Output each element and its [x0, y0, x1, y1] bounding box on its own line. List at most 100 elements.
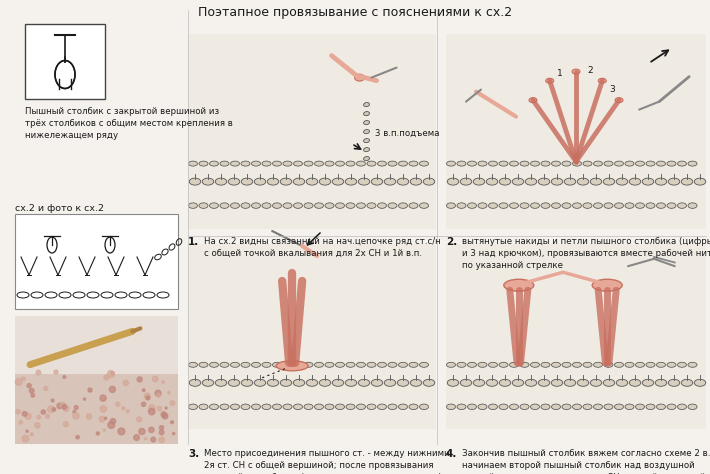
Ellipse shape: [315, 161, 324, 166]
Ellipse shape: [346, 203, 355, 209]
Circle shape: [173, 432, 175, 435]
Ellipse shape: [599, 78, 606, 83]
Ellipse shape: [604, 203, 613, 209]
Circle shape: [155, 390, 161, 396]
Circle shape: [170, 421, 173, 424]
Text: 3 в.п.подъема: 3 в.п.подъема: [375, 129, 439, 138]
Ellipse shape: [325, 161, 334, 166]
Text: Закончив пышный столбик вяжем согласно схеме 2 в.п. и
начинаем второй пышный сто: Закончив пышный столбик вяжем согласно с…: [462, 449, 710, 474]
Ellipse shape: [667, 161, 676, 166]
Circle shape: [60, 402, 65, 408]
Ellipse shape: [410, 379, 422, 386]
Ellipse shape: [614, 161, 623, 166]
Ellipse shape: [478, 404, 487, 410]
Circle shape: [104, 429, 106, 431]
Ellipse shape: [655, 379, 667, 386]
Ellipse shape: [345, 178, 356, 185]
Ellipse shape: [694, 379, 706, 386]
Circle shape: [165, 407, 167, 409]
Ellipse shape: [635, 161, 645, 166]
Ellipse shape: [304, 203, 313, 209]
Ellipse shape: [220, 404, 229, 410]
Ellipse shape: [541, 362, 550, 367]
Ellipse shape: [378, 203, 386, 209]
Ellipse shape: [504, 279, 534, 291]
Ellipse shape: [551, 178, 563, 185]
Ellipse shape: [552, 362, 560, 367]
Ellipse shape: [283, 161, 292, 166]
Circle shape: [149, 427, 154, 432]
Ellipse shape: [398, 203, 408, 209]
Ellipse shape: [512, 178, 524, 185]
Ellipse shape: [409, 362, 418, 367]
Ellipse shape: [510, 203, 518, 209]
Ellipse shape: [552, 203, 560, 209]
Circle shape: [37, 415, 40, 419]
Ellipse shape: [562, 362, 571, 367]
Circle shape: [76, 436, 80, 439]
Ellipse shape: [572, 362, 581, 367]
Ellipse shape: [457, 362, 466, 367]
Circle shape: [25, 413, 31, 419]
Ellipse shape: [254, 379, 266, 386]
Ellipse shape: [332, 379, 344, 386]
Ellipse shape: [398, 178, 409, 185]
Ellipse shape: [220, 161, 229, 166]
Ellipse shape: [356, 203, 366, 209]
Ellipse shape: [346, 362, 355, 367]
Ellipse shape: [530, 404, 540, 410]
Ellipse shape: [398, 404, 408, 410]
Ellipse shape: [615, 98, 623, 103]
Circle shape: [26, 430, 28, 432]
Ellipse shape: [667, 362, 676, 367]
Ellipse shape: [364, 138, 369, 143]
Circle shape: [87, 414, 92, 419]
Ellipse shape: [262, 161, 271, 166]
Ellipse shape: [364, 156, 369, 161]
Ellipse shape: [228, 178, 240, 185]
Ellipse shape: [188, 404, 197, 410]
Ellipse shape: [251, 362, 261, 367]
Ellipse shape: [643, 178, 654, 185]
Ellipse shape: [188, 362, 197, 367]
Circle shape: [104, 417, 106, 419]
Ellipse shape: [273, 404, 281, 410]
Ellipse shape: [231, 404, 239, 410]
Circle shape: [137, 417, 142, 422]
Ellipse shape: [614, 362, 623, 367]
Ellipse shape: [420, 362, 429, 367]
Ellipse shape: [293, 362, 302, 367]
Circle shape: [16, 379, 22, 385]
Ellipse shape: [474, 379, 485, 386]
FancyBboxPatch shape: [188, 34, 436, 229]
Ellipse shape: [616, 178, 628, 185]
Ellipse shape: [356, 161, 366, 166]
Circle shape: [73, 413, 79, 419]
Circle shape: [22, 435, 29, 442]
Circle shape: [144, 393, 150, 399]
Ellipse shape: [304, 161, 313, 166]
Ellipse shape: [625, 404, 634, 410]
Ellipse shape: [188, 161, 197, 166]
Ellipse shape: [594, 404, 603, 410]
Circle shape: [110, 419, 116, 424]
Ellipse shape: [460, 178, 471, 185]
Ellipse shape: [520, 161, 529, 166]
Ellipse shape: [655, 178, 667, 185]
Ellipse shape: [241, 203, 250, 209]
Circle shape: [35, 423, 40, 428]
Text: Поэтапное провязывание с пояснениями к сх.2: Поэтапное провязывание с пояснениями к с…: [198, 6, 512, 19]
Ellipse shape: [280, 178, 292, 185]
Ellipse shape: [447, 161, 456, 166]
Ellipse shape: [276, 361, 308, 371]
Ellipse shape: [583, 362, 592, 367]
Ellipse shape: [262, 203, 271, 209]
Circle shape: [36, 370, 40, 375]
Ellipse shape: [625, 203, 634, 209]
Ellipse shape: [304, 404, 313, 410]
Circle shape: [144, 438, 146, 440]
Circle shape: [149, 405, 155, 411]
Circle shape: [168, 392, 170, 394]
Ellipse shape: [478, 362, 487, 367]
Ellipse shape: [398, 161, 408, 166]
